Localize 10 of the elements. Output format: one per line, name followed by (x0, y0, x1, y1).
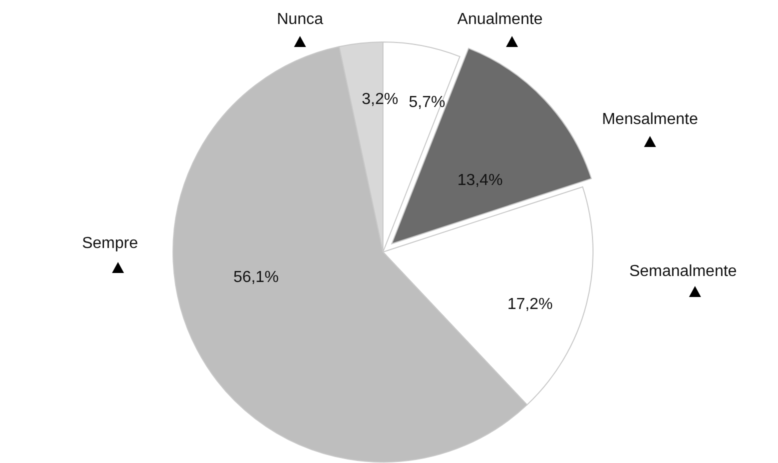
slice-label: Anualmente (457, 11, 543, 28)
slice-label: Sempre (82, 235, 138, 252)
slice-label: Semanalmente (629, 263, 737, 280)
data-label: 17,2% (507, 296, 553, 313)
data-label: 5,7% (408, 94, 446, 111)
data-label: 56,1% (233, 269, 279, 286)
data-label: 3,2% (362, 91, 398, 108)
slice-label: Mensalmente (602, 111, 698, 128)
slice-label: Nunca (276, 11, 324, 28)
data-label: 13,4% (457, 172, 503, 189)
